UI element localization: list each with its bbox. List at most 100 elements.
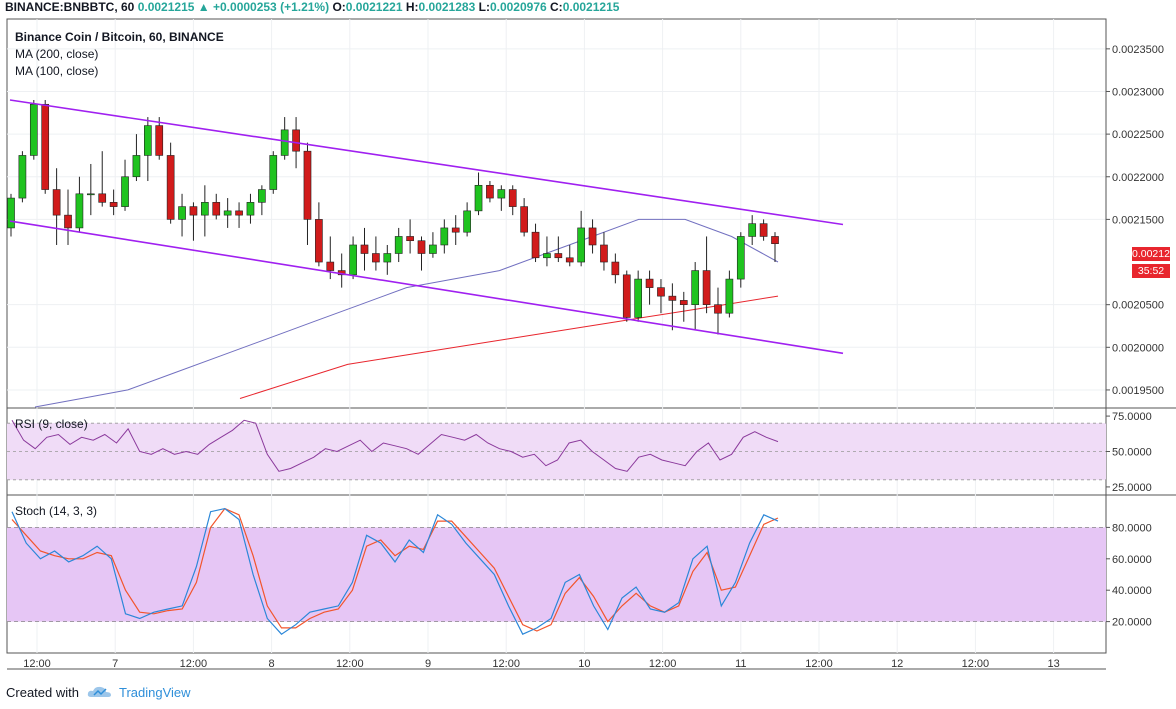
stoch-tick-label: 80.0000 [1112,522,1152,534]
candle-body [645,278,654,288]
candle-body [155,125,164,156]
candle-body [691,270,700,305]
ma200-legend[interactable]: MA (200, close) [15,47,99,61]
x-tick-label: 12 [891,658,903,670]
x-tick-label: 12:00 [805,658,833,670]
ma100-legend[interactable]: MA (100, close) [15,64,99,78]
candle-body [611,261,620,276]
x-tick-label: 12:00 [336,658,364,670]
candle-body [394,236,403,254]
y-tick-label: 0.0022500 [1112,129,1164,141]
candle-body [64,214,72,229]
open-label: O: [332,0,346,14]
last-price: 0.0021215 [137,0,195,14]
rsi-tick-label: 75.0000 [1112,411,1152,423]
symbol-header: BINANCE:BNBBTC, 60 0.0021215 ▲ +0.000025… [0,0,1176,16]
x-tick-label: 8 [269,658,275,670]
candle-body [75,193,84,229]
candle-body [246,202,255,216]
ma100-line [34,218,779,408]
candle-body [634,278,642,318]
x-tick-label: 12:00 [23,658,51,670]
rsi-band [7,423,1106,480]
candle-body [668,295,677,301]
x-tick-label: 9 [425,658,431,670]
candle-body [520,206,528,233]
candle-body [429,244,437,254]
candle-body [406,236,414,242]
change-up-icon: ▲ [197,0,210,14]
candle-body [565,257,574,263]
candle-body [577,227,585,263]
main-legend: Binance Coin / Bitcoin, 60, BINANCE MA (… [15,29,224,80]
candle-body [474,184,483,212]
candle-countdown: 35:52 [1132,264,1170,278]
candle-body [600,244,608,263]
candle-body [315,219,323,263]
candle-body [508,189,517,207]
channel-lower-line [9,220,844,355]
candle-body [201,202,209,216]
candle-body [417,240,426,254]
candle-body [121,176,129,207]
candle-body [383,253,392,263]
candle-body [41,103,50,190]
created-with-label: Created with [6,684,79,700]
candle-body [303,150,312,220]
y-tick-label: 0.0022000 [1112,172,1164,184]
stoch-tick-label: 60.0000 [1112,554,1152,566]
x-tick-label: 12:00 [180,658,208,670]
stoch-band [7,527,1106,622]
candle-body [326,261,335,271]
y-tick-label: 0.0019500 [1112,385,1164,397]
candle-body [372,253,380,263]
candle-body [463,210,471,233]
low-label: L: [478,0,490,14]
x-tick-label: 12:00 [492,658,520,670]
price-change: +0.0000253 (+1.21%) [213,0,330,14]
low-value: 0.0020976 [489,0,547,14]
candle-body [132,155,141,178]
candle-body [657,287,665,297]
close-label: C: [550,0,563,14]
ma200-line [239,295,779,399]
candle-body [736,236,745,280]
candle-body [280,129,289,156]
candle-body [52,189,61,216]
y-tick-label: 0.0021500 [1112,214,1164,226]
candle-body [588,227,597,246]
candle-body [166,155,175,220]
rsi-legend[interactable]: RSI (9, close) [15,417,88,431]
stoch-legend[interactable]: Stoch (14, 3, 3) [15,504,98,518]
price-chart[interactable]: 12:00 7 12:00 8 12:00 9 12:00 10 12:00 11 12:00 12 1… [0,0,1176,680]
candle-body [771,236,779,244]
high-label: H: [405,0,419,14]
close-value: 0.0021215 [562,0,620,14]
rsi-tick-label: 25.0000 [1112,482,1152,494]
candle-body [86,193,95,196]
rsi-tick-label: 50.0000 [1112,447,1152,459]
candle-body [18,155,27,199]
x-tick-label: 12:00 [962,658,990,670]
x-tick-label: 7 [112,658,118,670]
candle-body [702,270,711,305]
y-tick-label: 0.0020500 [1112,300,1164,312]
rsi-line [11,419,779,472]
symbol-label: BINANCE:BNBBTC, 60 [5,0,135,14]
candle-body [714,304,722,314]
candle-body [178,206,186,220]
candle-body [451,227,460,233]
candle-body [759,223,768,237]
candle-body [292,129,300,152]
candle-body [29,103,38,156]
x-tick-label: 13 [1047,658,1059,670]
tradingview-link[interactable]: TradingView [118,684,191,700]
candle-body [212,202,221,216]
candle-body [360,244,369,254]
candle-body [7,197,15,229]
candle-body [486,184,494,199]
y-tick-label: 0.0020000 [1112,342,1164,354]
x-tick-label: 12:00 [649,658,677,670]
tradingview-cloud-icon[interactable] [87,685,113,699]
stoch-tick-label: 40.0000 [1112,585,1152,597]
